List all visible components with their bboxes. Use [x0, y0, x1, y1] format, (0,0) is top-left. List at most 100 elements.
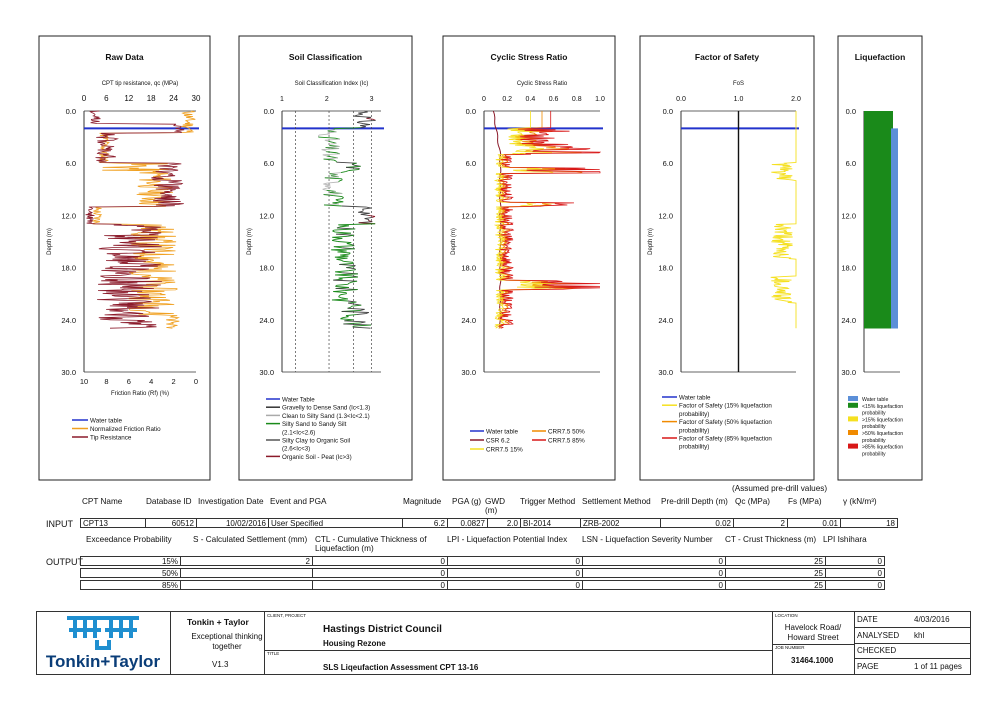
soil-ic-seg-154: [335, 271, 343, 274]
soil-ic-seg-142: [336, 258, 342, 261]
input-cell-0: CPT13: [80, 518, 146, 528]
csr-legend-4: CRR7.5 85%: [548, 438, 585, 445]
soil-ic-seg-157: [335, 274, 353, 277]
soil-ic-seg-54: [345, 166, 360, 169]
output-header-0: Exceedance Probability: [86, 535, 172, 544]
liq-depth-tick-0: 0.0: [846, 107, 856, 116]
soil-legend-2: Clean to Silty Sand (1.3<Ic<2.1): [282, 413, 370, 420]
liq-legend-7: >85% liquefaction: [862, 445, 903, 451]
csr-depth-tick-1: 6.0: [466, 159, 476, 168]
output-cell-0-6: 0: [825, 556, 885, 566]
soil-legend-5: Silty Clay to Organic Soil: [282, 438, 350, 445]
soil-ic-seg-124: [332, 240, 338, 242]
soil-ic-seg-13: [360, 124, 371, 127]
liq-depth-tick-1: 6.0: [846, 159, 856, 168]
soil-depth-tick-4: 24.0: [259, 316, 274, 325]
liq-legend-0: Water table: [862, 397, 888, 403]
chart-area: Raw Data 0.0 6.0 12.0 18.0 24.0 30.0 Depth (m) C…: [38, 35, 923, 481]
job-number: 31464.1000: [791, 656, 834, 665]
soil-ic-seg-130: [333, 246, 343, 249]
soil-ic-seg-189: [347, 307, 365, 310]
csr-depth-tick-5: 30.0: [461, 368, 476, 377]
output-cell-2-4: 0: [582, 580, 726, 590]
soil-ic-seg-194: [356, 313, 366, 316]
output-cell-1-4: 0: [582, 568, 726, 578]
soil-ic-seg-176: [338, 294, 341, 297]
soil-ic-seg-129: [333, 245, 355, 248]
soil-ic-seg-36: [321, 148, 340, 151]
fos-title: Factor of Safety: [695, 52, 760, 62]
soil-depth-tick-3: 18.0: [259, 264, 274, 273]
liq-title: Liquefaction: [855, 52, 906, 62]
soil-top-tick-2: 3: [370, 96, 374, 103]
soil-ic-seg-135: [337, 251, 351, 254]
soil-depth-label: Depth (m): [247, 228, 253, 255]
output-cell-1-5: 25: [725, 568, 826, 578]
soil-ic-seg-84: [335, 198, 342, 201]
soil-ic-seg-192: [341, 310, 369, 313]
soil-ic-seg-41: [322, 153, 340, 156]
crr-50-line: [496, 111, 583, 329]
soil-ic-seg-29: [328, 140, 333, 143]
soil-ic-seg-127: [346, 243, 353, 246]
raw-legend-1: Normalized Friction Ratio: [90, 426, 161, 433]
fos-top-tick-0: 0.0: [676, 96, 686, 103]
csr-top-axis-label: Cyclic Stress Ratio: [517, 81, 568, 87]
input-cell-2: 10/02/2016: [196, 518, 269, 528]
liq-depth-tick-5: 30.0: [841, 368, 856, 377]
fos-top-tick-1: 1.0: [734, 96, 744, 103]
liq-panel-frame: [837, 35, 923, 481]
input-header-4: Magnitude: [403, 497, 442, 506]
fos-15-line: [770, 111, 797, 329]
soil-ic-seg-102: [364, 217, 373, 219]
soil-ic-seg-173: [333, 291, 347, 294]
raw-depth-tick-4: 24.0: [61, 316, 76, 325]
fos-depth-tick-5: 30.0: [658, 368, 673, 377]
raw-depth-tick-1: 6.0: [66, 159, 76, 168]
csr-legend-3: CRR7.5 50%: [548, 429, 585, 436]
input-header-10: Qc (MPa): [735, 497, 771, 506]
input-header-2: Investigation Date: [198, 497, 264, 506]
output-cell-0-4: 0: [582, 556, 726, 566]
fos-legend-1: Factor of Safety (15% liquefaction: [679, 403, 772, 410]
input-cell-11: 0.01: [787, 518, 841, 528]
page-value: 1 of 11 pages: [914, 662, 962, 671]
raw-bottom-axis-label: Friction Ratio (Rf) (%): [111, 391, 169, 397]
input-cell-9: 0.02: [660, 518, 734, 528]
liq-bar-water: [891, 128, 898, 329]
soil-ic-seg-47: [333, 159, 337, 162]
title-block: Tonkin+Taylor Tonkin + Taylor Exceptiona…: [36, 611, 971, 675]
liq-bar-lt15: [864, 111, 893, 329]
soil-ic-seg-175: [340, 293, 347, 296]
soil-ic-seg-101: [371, 216, 376, 218]
soil-ic-seg-83: [341, 197, 344, 200]
raw-top-tick-1: 6: [104, 94, 109, 103]
soil-ic-seg-50: [351, 162, 357, 165]
liq-legend-swatch-5: [848, 430, 858, 435]
soil-depth-tick-0: 0.0: [264, 107, 274, 116]
soil-ic-seg-11: [356, 122, 364, 124]
soil-ic-seg-152: [348, 269, 356, 272]
raw-depth-tick-2: 12.0: [61, 211, 76, 220]
raw-top-tick-4: 24: [169, 94, 178, 103]
soil-top-axis-label: Soil Classification Index (Ic): [295, 81, 369, 87]
input-header-11: Fs (MPa): [788, 497, 822, 506]
input-cell-3: User Specified: [268, 518, 403, 528]
output-cell-0-2: 0: [312, 556, 448, 566]
fos-legend-2: probability): [679, 411, 709, 418]
soil-ic-seg-94: [362, 208, 364, 211]
raw-top-tick-0: 0: [82, 94, 87, 103]
csr-top-tick-3: 0.6: [549, 96, 559, 103]
fos-depth-tick-1: 6.0: [663, 159, 673, 168]
crr-85-line: [498, 111, 602, 329]
version: V1.3: [212, 660, 229, 669]
input-header-6: GWD (m): [485, 497, 506, 515]
fos-depth-tick-3: 18.0: [658, 264, 673, 273]
raw-top-tick-3: 18: [147, 94, 156, 103]
analysed-value: khl: [914, 631, 925, 640]
output-header-1: S - Calculated Settlement (mm): [193, 535, 308, 544]
soil-ic-seg-99: [360, 213, 369, 216]
liq-legend-6: probability: [862, 438, 886, 444]
liq-legend-swatch-3: [848, 416, 858, 422]
soil-ic-seg-68: [327, 181, 339, 184]
